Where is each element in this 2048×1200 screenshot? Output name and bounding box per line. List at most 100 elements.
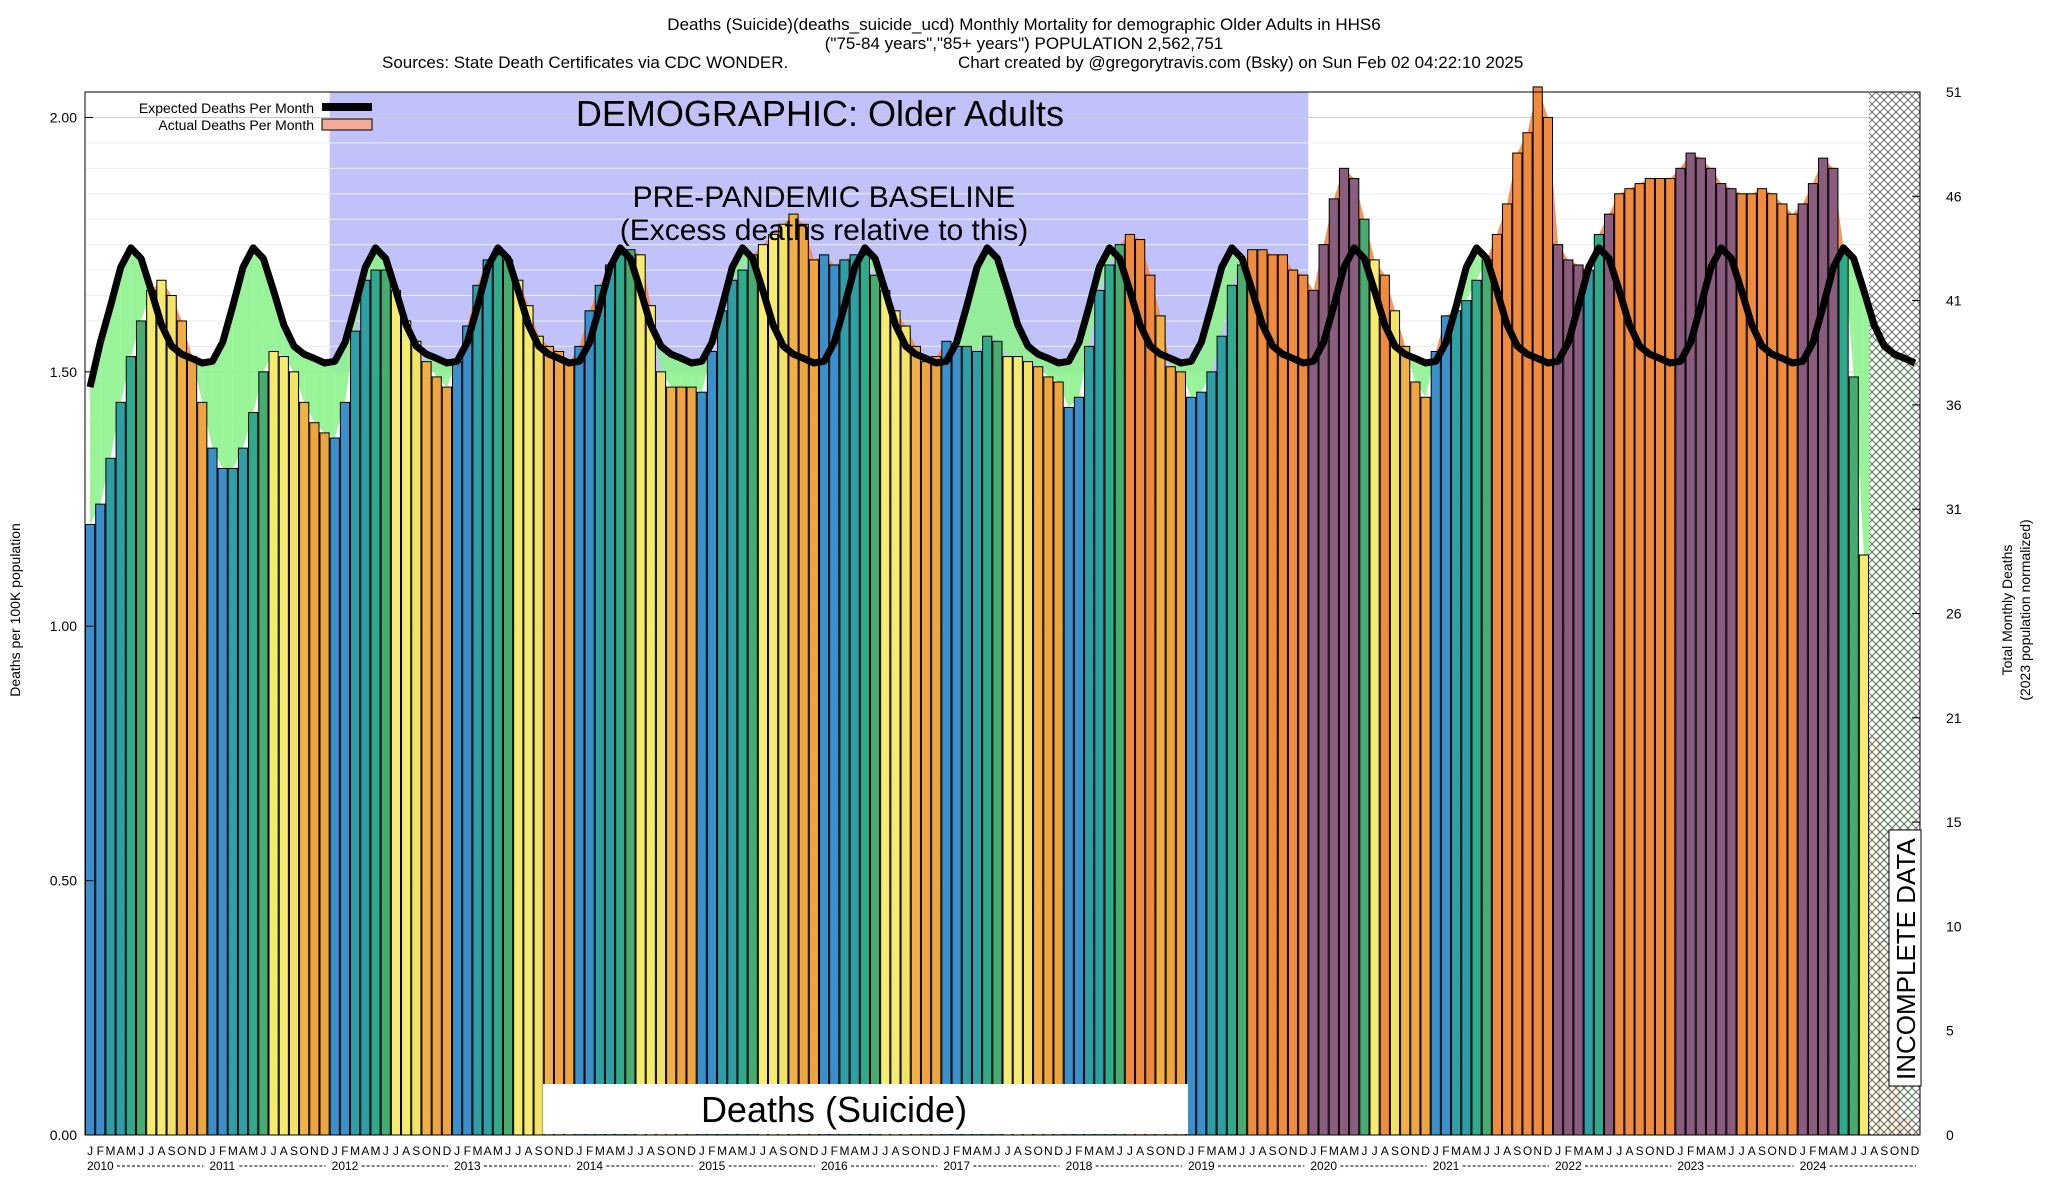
year-tick-label: 2010 (87, 1159, 114, 1173)
month-tick-label: F (708, 1144, 715, 1158)
bar (1603, 213, 1615, 1136)
month-tick-label: O (422, 1144, 431, 1158)
legend: Expected Deaths Per Month Actual Deaths … (139, 100, 373, 133)
bar (645, 305, 656, 1136)
bar (1298, 274, 1309, 1136)
bar (1022, 361, 1034, 1136)
month-tick-label: J (1249, 1144, 1255, 1158)
month-tick-label: F (341, 1144, 348, 1158)
month-tick-label: A (1748, 1144, 1756, 1158)
bar (1420, 396, 1431, 1136)
bar (1451, 310, 1462, 1136)
month-tick-label: J (1433, 1144, 1439, 1158)
bar (574, 345, 585, 1136)
bar (553, 350, 565, 1136)
bar (1532, 86, 1543, 1136)
bar (390, 289, 402, 1136)
month-tick-label: M (738, 1144, 748, 1158)
bar (1053, 381, 1064, 1136)
bar (1430, 350, 1441, 1136)
bar (615, 254, 626, 1136)
bar (1094, 289, 1105, 1136)
month-tick-label: M (1839, 1144, 1849, 1158)
bar (472, 284, 483, 1136)
excess-band (987, 247, 998, 342)
month-tick-label: J (872, 1144, 878, 1158)
month-tick-label: D (1177, 1144, 1186, 1158)
bar (197, 401, 208, 1136)
bar (258, 371, 269, 1136)
bar (1389, 310, 1401, 1136)
month-tick-label: A (1625, 1144, 1633, 1158)
month-tick-label: S (1880, 1144, 1888, 1158)
month-tick-label: J (1606, 1144, 1612, 1158)
bar (350, 330, 361, 1136)
bar (1502, 203, 1513, 1136)
month-tick-label: O (911, 1144, 920, 1158)
excess-band (222, 305, 233, 469)
month-tick-label: O (667, 1144, 676, 1158)
bar (1685, 152, 1696, 1136)
bar (992, 340, 1003, 1136)
month-tick-label: O (789, 1144, 798, 1158)
month-tick-label: S (779, 1144, 787, 1158)
month-tick-label: D (565, 1144, 574, 1158)
month-tick-label: N (677, 1144, 686, 1158)
month-tick-label: N (1044, 1144, 1053, 1158)
bar (594, 284, 605, 1136)
month-tick-label: F (1809, 1144, 1816, 1158)
month-tick-label: M (595, 1144, 605, 1158)
month-tick-label: J (332, 1144, 338, 1158)
bar (115, 401, 126, 1136)
bar (462, 325, 473, 1136)
y2-tick-label: 31 (1946, 501, 1962, 517)
month-tick-label: M (1716, 1144, 1726, 1158)
year-tick-label: 2016 (821, 1159, 848, 1173)
bar (768, 233, 779, 1136)
month-tick-label: M (839, 1144, 849, 1158)
month-tick-label: M (1105, 1144, 1115, 1158)
month-tick-label: J (454, 1144, 460, 1158)
bar (329, 437, 340, 1136)
bar (1236, 264, 1248, 1136)
bar (1349, 177, 1360, 1136)
bar (1705, 167, 1717, 1136)
month-tick-label: N (922, 1144, 931, 1158)
y-tick-label: 0.00 (50, 1127, 77, 1143)
month-tick-label: M (126, 1144, 136, 1158)
bar (1084, 345, 1095, 1136)
bar (1471, 279, 1482, 1136)
year-tick-label: 2018 (1066, 1159, 1093, 1173)
month-tick-label: J (1677, 1144, 1683, 1158)
bar (1644, 177, 1655, 1136)
month-tick-label: A (157, 1144, 165, 1158)
bar (360, 279, 371, 1136)
month-tick-label: D (443, 1144, 452, 1158)
month-tick-label: A (606, 1144, 614, 1158)
month-tick-label: S (535, 1144, 543, 1158)
bar (1410, 381, 1421, 1136)
bar (1461, 300, 1472, 1136)
month-tick-label: A (1258, 1144, 1266, 1158)
month-tick-label: M (860, 1144, 870, 1158)
excess-band (202, 361, 213, 449)
y-tick-label: 1.00 (50, 618, 77, 634)
month-tick-label: M (1451, 1144, 1461, 1158)
month-tick-label: F (1565, 1144, 1572, 1158)
y2-tick-label: 10 (1946, 918, 1962, 934)
bar (543, 345, 554, 1136)
year-tick-label: 2013 (454, 1159, 481, 1173)
legend-expected-swatch (322, 103, 372, 111)
bar (1665, 177, 1676, 1136)
bar (1216, 335, 1227, 1136)
month-tick-label: J (1239, 1144, 1245, 1158)
month-tick-label: J (821, 1144, 827, 1158)
bar (982, 335, 993, 1136)
bar (666, 386, 677, 1136)
bar (431, 376, 442, 1136)
month-tick-label: S (1024, 1144, 1032, 1158)
bar (411, 340, 422, 1136)
month-tick-label: A (1585, 1144, 1593, 1158)
month-tick-label: J (260, 1144, 266, 1158)
month-tick-label: J (515, 1144, 521, 1158)
